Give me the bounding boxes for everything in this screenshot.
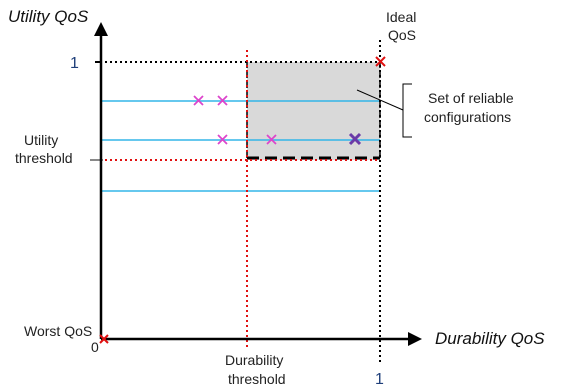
marker-config-d <box>266 134 277 145</box>
marker-config-c <box>217 134 228 145</box>
marker-config-a <box>193 95 204 106</box>
utility-threshold-label-1: Utility <box>24 132 58 148</box>
reliable-set-label-2: configurations <box>424 109 511 125</box>
y-max-label: 1 <box>70 55 79 72</box>
callout-bracket <box>402 83 412 138</box>
ideal-qos-label-2: QoS <box>388 27 416 43</box>
y-axis-arrowhead <box>94 22 108 36</box>
durability-threshold-label-1: Durability <box>225 352 283 368</box>
marker-ideal <box>375 56 386 67</box>
x-axis-title: Durability QoS <box>435 329 545 348</box>
reliable-region <box>247 62 380 160</box>
worst-qos-label: Worst QoS <box>24 323 92 339</box>
utility-threshold-label-2: threshold <box>15 150 73 166</box>
y-axis-title: Utility QoS <box>8 7 89 26</box>
x-axis-arrowhead <box>408 332 422 346</box>
origin-label: 0 <box>91 339 99 355</box>
durability-threshold-label-2: threshold <box>228 371 286 387</box>
ideal-qos-label-1: Ideal <box>386 9 416 25</box>
callout-pointer <box>356 89 404 111</box>
marker-worst <box>99 334 109 344</box>
marker-config-b <box>217 95 228 106</box>
marker-config-best <box>348 132 362 146</box>
x-max-label: 1 <box>375 371 384 388</box>
reliable-set-label-1: Set of reliable <box>428 90 514 106</box>
